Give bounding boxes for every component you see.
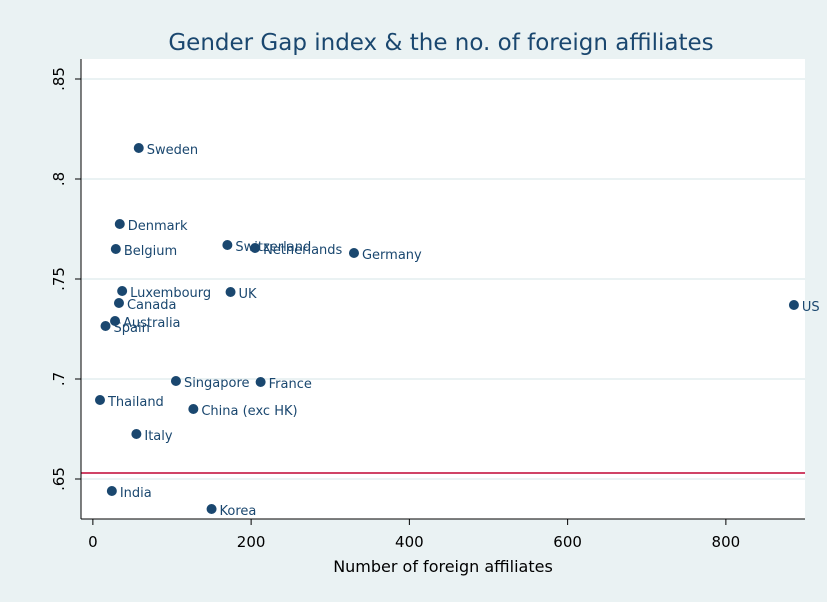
- data-point-17: [106, 486, 117, 496]
- x-axis-label: Number of foreign affiliates: [333, 557, 553, 576]
- data-point-18: [206, 504, 217, 514]
- point-labels: Sweden Denmark Belgium SwitzerlandNetherlan…: [107, 143, 820, 519]
- data-points: [94, 143, 799, 514]
- data-label-0: Sweden: [147, 143, 198, 158]
- y-tick-label-4: .85: [50, 67, 68, 91]
- data-point-9: [788, 300, 799, 310]
- data-point-3: [222, 240, 233, 250]
- data-label-7: UK: [239, 287, 258, 302]
- data-point-13: [255, 377, 266, 387]
- data-label-12: Singapore: [184, 376, 250, 391]
- data-point-7: [225, 287, 236, 297]
- axes: .65 .7 .75 .8 .85 0 200 400 600 800: [50, 59, 805, 551]
- data-label-17: India: [120, 486, 152, 501]
- data-label-5: Germany: [362, 248, 422, 263]
- data-point-1: [114, 219, 125, 229]
- y-tick-label-2: .75: [50, 267, 68, 291]
- chart-title: Gender Gap index & the no. of foreign af…: [168, 30, 713, 56]
- data-point-11: [100, 321, 111, 331]
- data-label-13: France: [269, 377, 312, 392]
- data-point-15: [188, 404, 199, 414]
- data-point-4: [250, 243, 261, 253]
- data-label-1: Denmark: [128, 219, 188, 234]
- data-point-6: [117, 286, 128, 296]
- y-tick-label-0: .65: [50, 467, 68, 491]
- data-label-8: Canada: [127, 298, 176, 313]
- data-point-5: [348, 248, 359, 258]
- data-point-0: [133, 143, 144, 153]
- x-tick-label-3: 600: [553, 533, 582, 551]
- data-label-3: Switzerland: [235, 240, 311, 255]
- data-point-10: [110, 316, 121, 326]
- data-label-9: US: [802, 300, 820, 315]
- data-point-8: [113, 298, 124, 308]
- x-tick-label-2: 400: [395, 533, 424, 551]
- data-label-16: Italy: [144, 429, 173, 444]
- data-label-14: Thailand: [107, 395, 164, 410]
- data-label-18: Korea: [220, 504, 257, 519]
- data-point-12: [170, 376, 181, 386]
- plot-area: [81, 59, 805, 519]
- data-label-11: Spain: [114, 321, 150, 336]
- y-tick-label-3: .8: [50, 172, 68, 186]
- data-label-10: Australia: [123, 316, 181, 331]
- x-tick-label-1: 200: [237, 533, 266, 551]
- data-point-16: [131, 429, 142, 439]
- x-tick-label-4: 800: [712, 533, 741, 551]
- y-tick-label-1: .7: [50, 372, 68, 386]
- x-tick-label-0: 0: [88, 533, 98, 551]
- data-label-2: Belgium: [124, 244, 177, 259]
- data-point-14: [94, 395, 105, 405]
- data-point-2: [110, 244, 121, 254]
- grid-lines: [81, 78, 805, 480]
- data-label-4: Netherlands: [263, 243, 342, 258]
- data-label-15: China (exc HK): [201, 404, 297, 419]
- data-label-6: Luxembourg: [130, 286, 211, 301]
